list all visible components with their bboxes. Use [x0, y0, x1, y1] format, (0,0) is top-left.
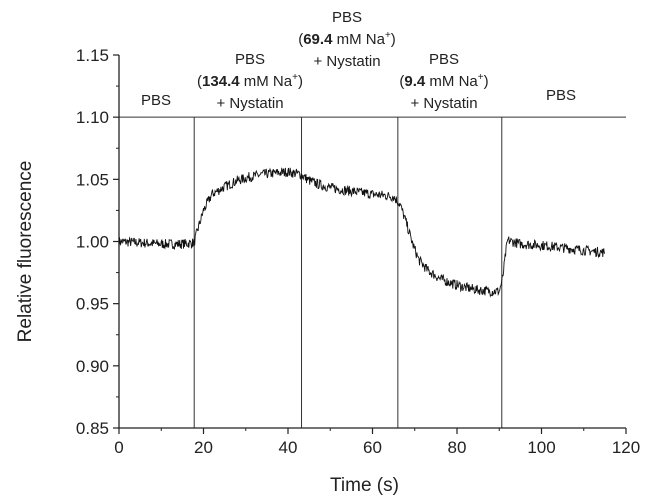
x-tick-label: 60	[363, 438, 382, 457]
annotation-pbs-3-line2: (69.4 mM Na+)	[298, 30, 396, 48]
x-tick-label: 120	[612, 438, 640, 457]
y-tick-label: 1.00	[76, 233, 109, 252]
annotation-2-unit: mM Na	[244, 73, 293, 90]
annotation-pbs-3-line3: + Nystatin	[313, 53, 380, 70]
annotation-pbs-4-line1: PBS	[429, 51, 459, 68]
annotation-3-concentration: 69.4	[303, 31, 333, 48]
y-tick-label: 1.10	[76, 108, 109, 127]
y-tick-label: 1.05	[76, 170, 109, 189]
annotation-pbs-5: PBS	[546, 87, 576, 104]
annotation-2-concentration: 134.4	[202, 73, 240, 90]
annotations: PBS PBS (134.4 mM Na+) + Nystatin PBS (6…	[141, 9, 576, 112]
annotation-4-sup: +	[478, 72, 484, 83]
annotation-pbs-2-line3: + Nystatin	[216, 95, 283, 112]
annotation-pbs-1: PBS	[141, 92, 171, 109]
y-tick-label: 0.95	[76, 295, 109, 314]
x-tick-label: 0	[114, 438, 123, 457]
annotation-4-unit: mM Na	[429, 73, 478, 90]
x-axis-title: Time (s)	[330, 475, 399, 496]
y-axis-title: Relative fluorescence	[15, 161, 36, 343]
annotation-2-sup: +	[292, 72, 298, 83]
annotation-pbs-2-line1: PBS	[235, 51, 265, 68]
plot-area: 0.85 0.90 0.95 1.00 1.05 1.10 1.15 0 20 40 60 80 100…	[15, 46, 640, 496]
annotation-pbs-4-line3: + Nystatin	[410, 95, 477, 112]
series-line-1	[118, 167, 606, 298]
annotation-3-sup: +	[385, 30, 391, 41]
annotation-3-unit: mM Na	[337, 31, 386, 48]
x-tick-label: 80	[448, 438, 467, 457]
annotation-4-concentration: 9.4	[404, 73, 426, 90]
annotation-pbs-2-line2: (134.4 mM Na+)	[197, 72, 303, 90]
annotation-pbs-3-line1: PBS	[332, 9, 362, 26]
y-tick-label: 0.90	[76, 357, 109, 376]
x-tick-label: 20	[194, 438, 213, 457]
y-tick-label: 0.85	[76, 419, 109, 438]
x-tick-label: 40	[279, 438, 298, 457]
annotation-pbs-4-line2: (9.4 mM Na+)	[399, 72, 488, 90]
y-tick-label: 1.15	[76, 46, 109, 65]
x-tick-label: 100	[527, 438, 555, 457]
